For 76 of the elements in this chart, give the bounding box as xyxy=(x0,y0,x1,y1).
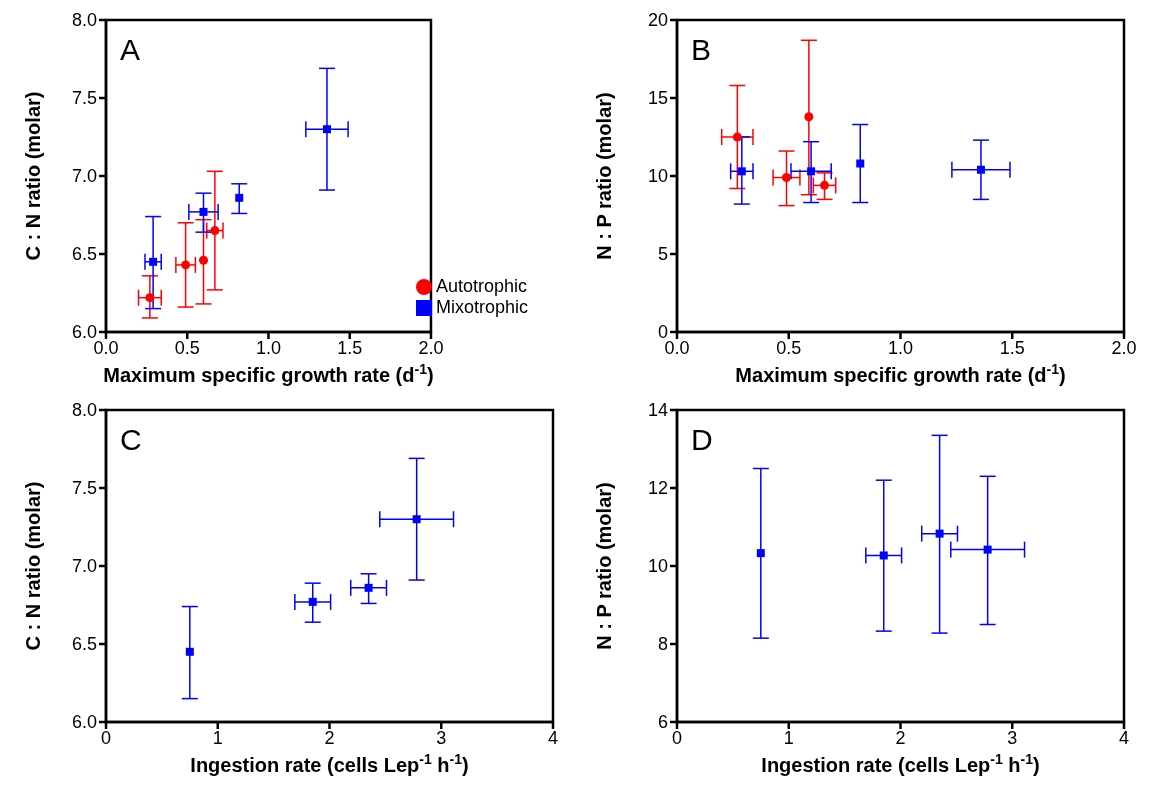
y-tick-label: 6.5 xyxy=(71,244,97,265)
point xyxy=(807,167,816,176)
point xyxy=(149,257,158,266)
point xyxy=(732,132,742,142)
x-tick-label: 2 xyxy=(324,727,335,748)
y-tick-label: 8.0 xyxy=(71,400,97,421)
point xyxy=(185,647,194,656)
x-tick-label: 3 xyxy=(436,727,447,748)
annotation: A xyxy=(120,33,141,66)
y-axis-title: C : N ratio (molar) xyxy=(22,91,44,261)
point xyxy=(756,549,765,558)
annotation: B xyxy=(691,33,712,66)
point xyxy=(737,167,746,176)
point xyxy=(235,193,244,202)
y-tick-label: 7.5 xyxy=(71,478,97,499)
x-tick-label: 1.0 xyxy=(255,337,281,358)
y-axis-title: N : P ratio (molar) xyxy=(593,92,615,260)
x-tick-label: 1 xyxy=(783,727,794,748)
point xyxy=(856,159,865,168)
y-tick-label: 20 xyxy=(647,10,668,31)
y-tick-label: 8.0 xyxy=(71,10,97,31)
point xyxy=(935,529,944,538)
x-tick-label: 2 xyxy=(895,727,906,748)
y-axis-title: N : P ratio (molar) xyxy=(593,482,615,650)
x-tick-label: 0.0 xyxy=(93,337,119,358)
y-tick-label: 12 xyxy=(647,478,668,499)
y-tick-label: 6 xyxy=(657,712,668,733)
point xyxy=(181,260,191,270)
point xyxy=(820,180,830,190)
x-tick-label: 0 xyxy=(671,727,683,748)
x-tick-label: 0.5 xyxy=(776,337,802,358)
x-tick-label: 4 xyxy=(1118,727,1130,748)
x-tick-label: 2.0 xyxy=(1111,337,1137,358)
point xyxy=(879,551,888,560)
x-axis-title: Maximum specific growth rate (d$^{-1}$) xyxy=(735,361,1066,386)
point xyxy=(210,226,220,236)
point xyxy=(198,255,208,265)
point xyxy=(322,125,331,134)
point xyxy=(364,583,373,592)
x-tick-label: 3 xyxy=(1007,727,1018,748)
y-tick-label: 7.0 xyxy=(71,556,97,577)
point xyxy=(804,112,814,122)
x-tick-label: 1.0 xyxy=(887,337,914,358)
point xyxy=(199,207,208,216)
y-tick-label: 10 xyxy=(647,166,668,187)
y-tick-label: 15 xyxy=(647,88,668,109)
point xyxy=(976,165,985,174)
point xyxy=(145,293,155,303)
legend-label: Mixotrophic xyxy=(435,297,528,317)
y-tick-label: 7.0 xyxy=(71,166,97,187)
y-tick-label: 8 xyxy=(657,634,668,655)
point xyxy=(782,173,792,183)
x-axis-title: Maximum specific growth rate (d$^{-1}$) xyxy=(103,361,434,386)
x-axis-title: Ingestion rate (cells Lep$^{-1}$ h$^{-1}$) xyxy=(190,751,469,776)
annotation: D xyxy=(691,423,713,456)
x-tick-label: 0.0 xyxy=(664,337,690,358)
y-axis-title: C : N ratio (molar) xyxy=(22,481,44,651)
legend-label: Autotrophic xyxy=(435,276,528,296)
point xyxy=(983,545,992,554)
x-tick-label: 2.0 xyxy=(418,337,444,358)
point xyxy=(412,515,421,524)
x-axis-title: Ingestion rate (cells Lep$^{-1}$ h$^{-1}$) xyxy=(761,751,1040,776)
x-tick-label: 1.5 xyxy=(999,337,1025,358)
x-tick-label: 0.5 xyxy=(174,337,200,358)
y-tick-label: 6.0 xyxy=(71,712,97,733)
y-tick-label: 6.5 xyxy=(71,634,97,655)
annotation: C xyxy=(120,423,142,456)
y-tick-label: 14 xyxy=(647,400,668,421)
y-tick-label: 10 xyxy=(647,556,668,577)
x-tick-label: 0 xyxy=(100,727,112,748)
point xyxy=(308,597,317,606)
x-tick-label: 1 xyxy=(212,727,223,748)
x-tick-label: 1.5 xyxy=(337,337,363,358)
x-tick-label: 4 xyxy=(547,727,559,748)
y-tick-label: 5 xyxy=(657,244,668,265)
y-tick-label: 7.5 xyxy=(71,88,97,109)
